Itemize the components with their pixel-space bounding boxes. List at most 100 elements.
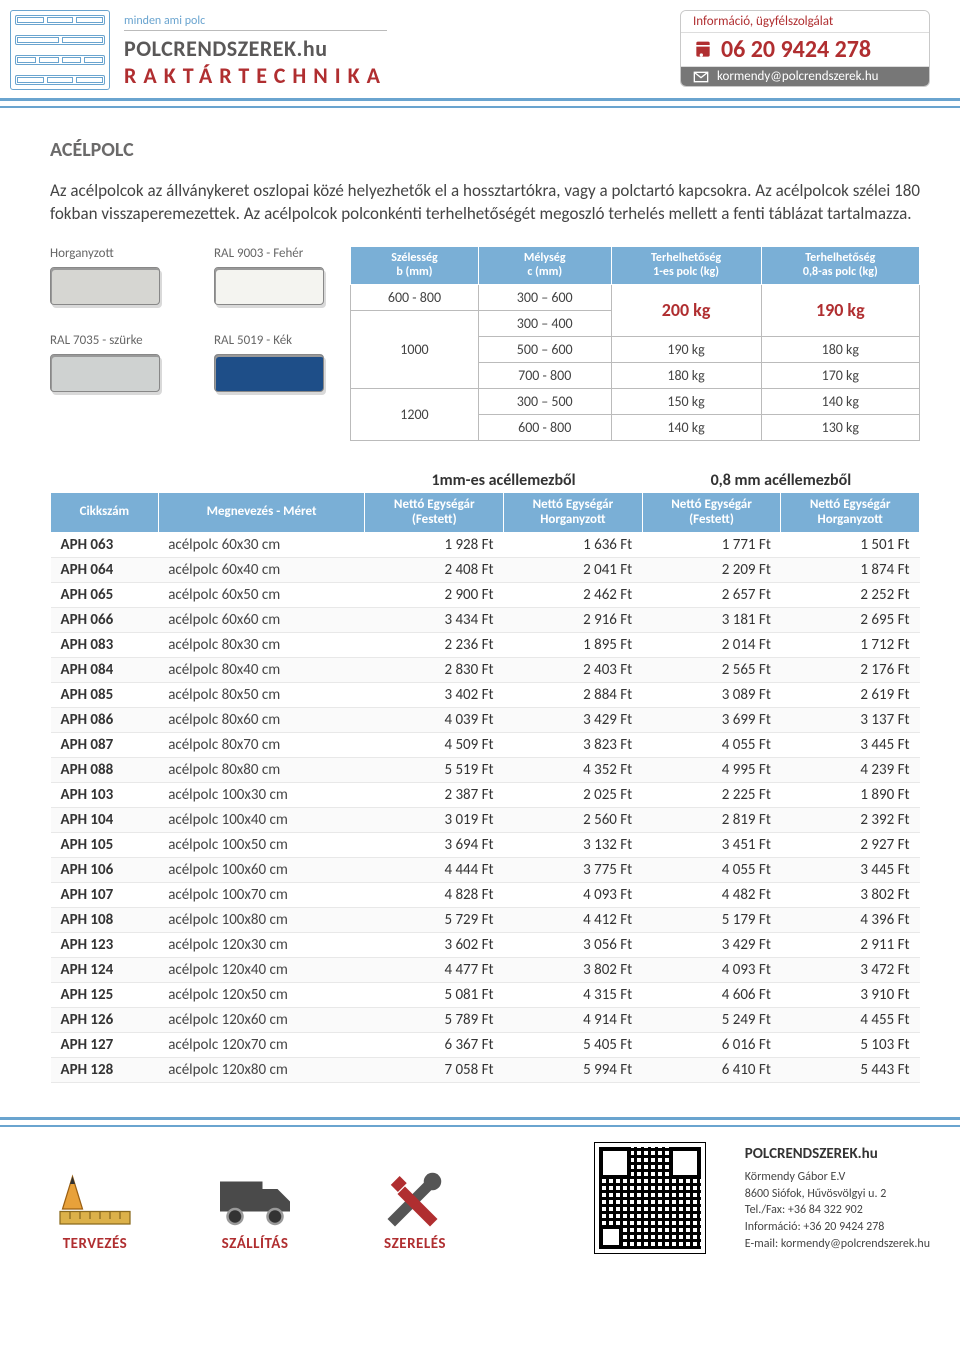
load-table-cell: 300 – 400 bbox=[478, 310, 611, 336]
color-label: RAL 5019 - Kék bbox=[214, 333, 350, 348]
product-code: APH 085 bbox=[51, 682, 159, 707]
product-code: APH 127 bbox=[51, 1032, 159, 1057]
load-table-header: Terhelhetőség0,8-as polc (kg) bbox=[761, 246, 919, 284]
price-cell: 2 619 Ft bbox=[781, 682, 920, 707]
load-table-cell: 180 kg bbox=[761, 336, 919, 362]
price-cell: 3 445 Ft bbox=[781, 732, 920, 757]
price-cell: 3 910 Ft bbox=[781, 982, 920, 1007]
color-label: RAL 7035 - szürke bbox=[50, 333, 186, 348]
price-cell: 3 429 Ft bbox=[642, 932, 781, 957]
price-cell: 6 367 Ft bbox=[365, 1032, 504, 1057]
load-table-cell: 600 - 800 bbox=[478, 414, 611, 440]
load-table-cell: 200 kg bbox=[611, 284, 761, 336]
product-code: APH 107 bbox=[51, 882, 159, 907]
price-table-row: APH 105acélpolc 100x50 cm3 694 Ft3 132 F… bbox=[51, 832, 920, 857]
price-cell: 3 602 Ft bbox=[365, 932, 504, 957]
price-cell: 5 789 Ft bbox=[365, 1007, 504, 1032]
price-cell: 3 137 Ft bbox=[781, 707, 920, 732]
price-table-row: APH 065acélpolc 60x50 cm2 900 Ft2 462 Ft… bbox=[51, 582, 920, 607]
color-label: Horganyzott bbox=[50, 246, 186, 261]
brand-domain: .hu bbox=[297, 35, 328, 62]
load-table-cell: 130 kg bbox=[761, 414, 919, 440]
price-table-header: Nettó Egységár(Festett) bbox=[365, 492, 504, 532]
price-cell: 3 775 Ft bbox=[504, 857, 643, 882]
price-cell: 2 462 Ft bbox=[504, 582, 643, 607]
price-cell: 3 823 Ft bbox=[504, 732, 643, 757]
price-cell: 2 884 Ft bbox=[504, 682, 643, 707]
product-code: APH 064 bbox=[51, 557, 159, 582]
load-table-cell: 1200 bbox=[351, 388, 479, 440]
price-cell: 5 103 Ft bbox=[781, 1032, 920, 1057]
price-cell: 4 606 Ft bbox=[642, 982, 781, 1007]
price-cell: 2 695 Ft bbox=[781, 607, 920, 632]
footer-contact-line: Körmendy Gábor E.V bbox=[745, 1169, 930, 1186]
price-table-header: Nettó EgységárHorganyzott bbox=[781, 492, 920, 532]
price-table-row: APH 107acélpolc 100x70 cm4 828 Ft4 093 F… bbox=[51, 882, 920, 907]
product-name: acélpolc 100x30 cm bbox=[158, 782, 365, 807]
contact-phone: 06 20 9424 278 bbox=[721, 35, 871, 64]
price-table-header: Nettó Egységár(Festett) bbox=[642, 492, 781, 532]
load-table-cell: 190 kg bbox=[761, 284, 919, 336]
price-table-row: APH 085acélpolc 80x50 cm3 402 Ft2 884 Ft… bbox=[51, 682, 920, 707]
product-name: acélpolc 80x70 cm bbox=[158, 732, 365, 757]
price-cell: 1 501 Ft bbox=[781, 532, 920, 557]
product-code: APH 128 bbox=[51, 1057, 159, 1082]
load-table-cell: 300 – 500 bbox=[478, 388, 611, 414]
product-name: acélpolc 120x60 cm bbox=[158, 1007, 365, 1032]
price-table-row: APH 128acélpolc 120x80 cm7 058 Ft5 994 F… bbox=[51, 1057, 920, 1082]
price-cell: 3 445 Ft bbox=[781, 857, 920, 882]
product-code: APH 086 bbox=[51, 707, 159, 732]
color-swatch: RAL 9003 - Fehér bbox=[214, 246, 350, 305]
service-label: TERVEZÉS bbox=[63, 1235, 128, 1253]
price-cell: 5 994 Ft bbox=[504, 1057, 643, 1082]
price-table-wrap: 1mm-es acéllemezből 0,8 mm acéllemezből … bbox=[50, 469, 920, 1083]
price-cell: 5 405 Ft bbox=[504, 1032, 643, 1057]
footer-contact: POLCRENDSZEREK.hu Körmendy Gábor E.V8600… bbox=[745, 1144, 930, 1253]
price-cell: 2 236 Ft bbox=[365, 632, 504, 657]
price-cell: 2 830 Ft bbox=[365, 657, 504, 682]
product-code: APH 125 bbox=[51, 982, 159, 1007]
price-cell: 3 089 Ft bbox=[642, 682, 781, 707]
price-cell: 4 396 Ft bbox=[781, 907, 920, 932]
price-cell: 6 016 Ft bbox=[642, 1032, 781, 1057]
product-code: APH 123 bbox=[51, 932, 159, 957]
price-table-row: APH 084acélpolc 80x40 cm2 830 Ft2 403 Ft… bbox=[51, 657, 920, 682]
service-label: SZERELÉS bbox=[384, 1235, 446, 1253]
price-table-row: APH 064acélpolc 60x40 cm2 408 Ft2 041 Ft… bbox=[51, 557, 920, 582]
price-cell: 3 699 Ft bbox=[642, 707, 781, 732]
price-cell: 2 209 Ft bbox=[642, 557, 781, 582]
price-cell: 4 477 Ft bbox=[365, 957, 504, 982]
contact-email-row[interactable]: kormendy@polcrendszerek.hu bbox=[681, 67, 929, 86]
load-table-cell: 500 – 600 bbox=[478, 336, 611, 362]
price-cell: 5 519 Ft bbox=[365, 757, 504, 782]
page-footer: TERVEZÉS SZÁLLÍTÁS SZERELÉS POLCRENDSZER… bbox=[0, 1127, 960, 1277]
price-cell: 3 802 Ft bbox=[781, 882, 920, 907]
price-section-08mm: 0,8 mm acéllemezből bbox=[642, 469, 919, 493]
page-description: Az acélpolcok az állványkeret oszlopai k… bbox=[50, 180, 920, 226]
color-tile bbox=[50, 267, 160, 305]
price-cell: 3 019 Ft bbox=[365, 807, 504, 832]
price-cell: 1 895 Ft bbox=[504, 632, 643, 657]
contact-phone-row[interactable]: 06 20 9424 278 bbox=[681, 33, 929, 67]
tools-icon bbox=[375, 1169, 455, 1229]
product-name: acélpolc 60x50 cm bbox=[158, 582, 365, 607]
footer-contact-line: E-mail: kormendy@polcrendszerek.hu bbox=[745, 1236, 930, 1253]
product-name: acélpolc 100x70 cm bbox=[158, 882, 365, 907]
product-name: acélpolc 120x50 cm bbox=[158, 982, 365, 1007]
price-cell: 2 565 Ft bbox=[642, 657, 781, 682]
price-cell: 3 402 Ft bbox=[365, 682, 504, 707]
spec-row: Horganyzott RAL 9003 - Fehér RAL 7035 - sz… bbox=[50, 246, 920, 441]
footer-divider bbox=[0, 1117, 960, 1127]
content: ACÉLPOLC Az acélpolcok az állványkeret o… bbox=[0, 108, 960, 1093]
price-cell: 2 387 Ft bbox=[365, 782, 504, 807]
price-cell: 5 179 Ft bbox=[642, 907, 781, 932]
load-table-cell: 1000 bbox=[351, 310, 479, 388]
price-cell: 4 509 Ft bbox=[365, 732, 504, 757]
contact-info-label: Információ, ügyfélszolgálat bbox=[681, 11, 929, 33]
mail-icon bbox=[693, 71, 709, 83]
product-name: acélpolc 80x40 cm bbox=[158, 657, 365, 682]
price-cell: 2 927 Ft bbox=[781, 832, 920, 857]
price-cell: 4 828 Ft bbox=[365, 882, 504, 907]
price-cell: 2 403 Ft bbox=[504, 657, 643, 682]
price-cell: 1 890 Ft bbox=[781, 782, 920, 807]
